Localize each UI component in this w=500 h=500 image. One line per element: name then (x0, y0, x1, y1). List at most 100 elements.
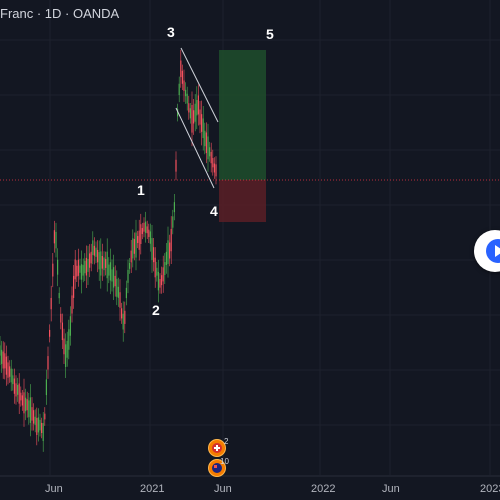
candle-body (36, 417, 38, 435)
candle-body (18, 383, 20, 404)
candle-body (60, 313, 62, 323)
trend-channel (175, 47, 219, 189)
candle-body (140, 224, 142, 245)
candle-body (69, 316, 71, 336)
candle-body (188, 103, 190, 113)
channel-lower-line (175, 107, 215, 189)
candle-body (194, 103, 196, 122)
candle-body (189, 108, 191, 119)
candle-body (173, 202, 175, 213)
candle-body (82, 265, 84, 276)
candle-body (143, 222, 145, 232)
x-axis-label-jun-2022: Jun (382, 483, 400, 495)
australia-flag-glyph (212, 463, 222, 473)
candle-body (20, 392, 22, 401)
candle-body (149, 231, 151, 244)
candle-body (154, 257, 156, 278)
candle-body (201, 114, 203, 132)
swiss-flag-glyph (212, 443, 222, 453)
candle-body (63, 338, 65, 355)
candle-body (178, 83, 180, 96)
candle-body (77, 259, 79, 276)
candle-body (167, 240, 169, 264)
candle-body (177, 108, 179, 117)
candle-body (111, 269, 113, 282)
candle-body (186, 93, 188, 104)
candle-body (212, 158, 214, 168)
candle-body (122, 313, 124, 330)
candle-body (146, 226, 148, 234)
candle-body (133, 239, 135, 254)
x-axis-label-2022: 2022 (311, 483, 336, 495)
candle-body (202, 118, 204, 139)
candle-body (103, 257, 105, 271)
candle-body (153, 247, 155, 263)
candle-body (81, 264, 83, 280)
candle-body (71, 295, 73, 314)
candle-body (93, 245, 95, 256)
candle-body (130, 250, 132, 263)
candle-body (181, 70, 183, 84)
candle-body (55, 231, 57, 249)
candle-body (45, 379, 47, 396)
candle-body (157, 271, 159, 291)
candle-body (53, 230, 55, 244)
candle-body (175, 159, 177, 172)
australia-flag-icon[interactable] (208, 459, 226, 477)
candle-body (108, 264, 110, 276)
event-count-ch: 2 (224, 437, 229, 446)
wave-label-3: 3 (167, 24, 175, 40)
candle-body (162, 267, 164, 282)
candle-body (29, 397, 31, 423)
candle-body (58, 292, 60, 299)
candle-body (39, 419, 41, 431)
candle-body (209, 147, 211, 157)
candle-body (25, 397, 27, 412)
x-axis-label-jun-2021: Jun (214, 483, 232, 495)
wave-label-1: 1 (137, 182, 145, 198)
candle-body (204, 130, 206, 147)
stop-zone (219, 180, 266, 222)
candle-body (89, 253, 91, 268)
candle-body (135, 232, 137, 258)
candle-body (191, 105, 193, 133)
candle-body (159, 279, 161, 288)
replay-play-button[interactable] (474, 230, 500, 272)
candles (0, 49, 217, 452)
candle-body (33, 410, 35, 424)
candle-body (28, 400, 30, 418)
candle-body (161, 275, 163, 286)
candle-body (197, 95, 199, 115)
candle-body (119, 292, 121, 308)
candle-body (180, 60, 182, 78)
candle-body (2, 351, 4, 369)
swiss-flag-icon[interactable] (208, 439, 226, 457)
candle-body (57, 259, 59, 275)
candle-body (68, 329, 70, 350)
candle-body (164, 262, 166, 276)
candle-body (7, 362, 9, 378)
candle-body (101, 255, 103, 269)
candle-body (185, 89, 187, 97)
candle-body (15, 383, 17, 397)
candle-body (12, 375, 14, 385)
candle-body (98, 252, 100, 270)
candle-body (165, 251, 167, 265)
candle-body (138, 230, 140, 250)
wave-label-5: 5 (266, 26, 274, 42)
candle-body (125, 287, 127, 299)
event-count-au: 10 (220, 457, 229, 466)
candle-body (117, 286, 119, 298)
candle-body (37, 417, 39, 433)
candle-body (170, 228, 172, 252)
candle-body (34, 416, 36, 425)
candle-body (205, 132, 207, 154)
candle-body (210, 151, 212, 164)
candle-body (141, 228, 143, 234)
candle-body (113, 267, 115, 288)
candle-body (199, 109, 201, 125)
channel-upper-line (180, 47, 219, 123)
target-zone (219, 50, 266, 180)
candle-body (52, 263, 54, 277)
